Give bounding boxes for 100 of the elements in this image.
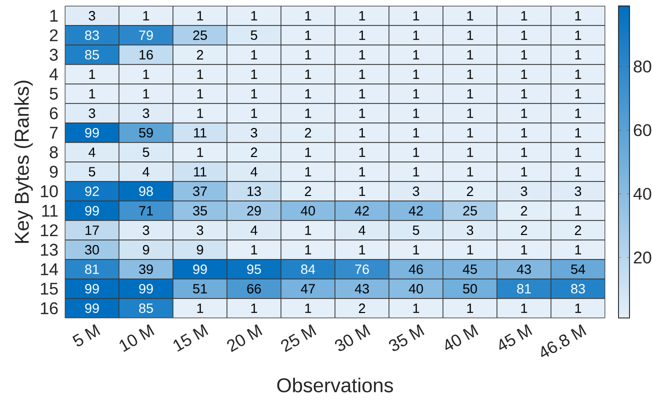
- data-label: 3: [88, 108, 96, 118]
- data-label: 45: [462, 264, 477, 274]
- data-label: 81: [517, 284, 531, 294]
- y-tick-label: 3: [50, 48, 58, 61]
- data-label: 1: [359, 245, 366, 254]
- x-tick-label: 5 M: [72, 324, 100, 346]
- x-tick-label: 10 M: [120, 324, 154, 352]
- data-label: 4: [88, 148, 96, 157]
- data-label: 1: [467, 30, 474, 40]
- data-label: 1: [575, 128, 582, 138]
- data-label: 99: [85, 284, 99, 294]
- data-label: 1: [521, 304, 528, 313]
- data-label: 3: [142, 225, 150, 236]
- data-label: 1: [359, 148, 366, 157]
- data-label: 79: [139, 30, 153, 40]
- x-tick-label: 46.8 M: [541, 324, 586, 358]
- data-label: 1: [467, 70, 474, 79]
- data-label: 1: [575, 245, 582, 254]
- data-label: 1: [359, 11, 366, 20]
- data-label: 1: [521, 89, 528, 98]
- data-label: 1: [305, 70, 312, 79]
- data-label: 9: [142, 244, 150, 255]
- data-label: 1: [359, 30, 366, 40]
- data-label: 1: [359, 186, 366, 196]
- data-label: 1: [197, 89, 204, 98]
- y-tick-label: 4: [49, 68, 58, 80]
- data-label: 1: [359, 167, 366, 176]
- data-label: 54: [571, 264, 586, 274]
- data-label: 42: [354, 206, 369, 216]
- data-label: 1: [413, 30, 420, 40]
- data-label: 1: [197, 11, 204, 20]
- data-label: 2: [520, 206, 528, 216]
- data-label: 1: [575, 108, 582, 118]
- data-label: 1: [143, 70, 150, 79]
- data-label: 1: [575, 206, 582, 216]
- x-tick-label: 15 M: [173, 324, 208, 352]
- data-label: 1: [413, 167, 420, 176]
- data-label: 1: [575, 148, 582, 157]
- data-label: 1: [305, 30, 312, 40]
- data-label: 3: [466, 225, 474, 236]
- y-tick-label: 2: [50, 29, 58, 42]
- data-label: 1: [521, 148, 528, 157]
- data-label: 1: [143, 89, 150, 98]
- data-label: 3: [250, 128, 258, 138]
- data-label: 1: [467, 167, 474, 176]
- data-label: 1: [413, 148, 420, 157]
- data-label: 1: [305, 50, 312, 60]
- x-tick-label: 40 M: [445, 324, 478, 350]
- data-label: 1: [575, 50, 582, 60]
- data-label: 2: [304, 128, 312, 138]
- color-bar-label: 40: [633, 188, 652, 200]
- data-label: 1: [305, 108, 312, 118]
- data-label: 2: [196, 50, 204, 60]
- color-bar-label: 20: [634, 252, 652, 264]
- data-label: 1: [359, 70, 366, 79]
- data-label: 30: [85, 244, 99, 255]
- data-label: 29: [247, 206, 261, 216]
- data-label: 3: [520, 186, 528, 196]
- color-bar-label: 60: [634, 124, 652, 136]
- data-label: 85: [85, 50, 99, 60]
- data-label: 1: [359, 108, 366, 118]
- data-label: 5: [142, 148, 150, 157]
- data-label: 71: [139, 206, 153, 216]
- data-label: 5: [412, 226, 420, 235]
- data-label: 3: [142, 108, 150, 118]
- data-label: 1: [305, 167, 312, 176]
- data-label: 1: [143, 11, 150, 20]
- data-label: 1: [467, 50, 474, 60]
- data-label: 1: [575, 30, 582, 40]
- data-label: 1: [413, 108, 420, 118]
- data-label: 47: [300, 284, 315, 294]
- y-tick-label: 7: [50, 126, 58, 139]
- data-label: 1: [89, 89, 96, 98]
- data-label: 42: [408, 206, 423, 216]
- data-label: 11: [194, 128, 206, 138]
- data-label: 1: [413, 11, 420, 20]
- data-label: 95: [247, 264, 261, 274]
- data-label: 1: [467, 89, 474, 98]
- data-label: 5: [88, 167, 96, 176]
- y-tick-label: 8: [50, 146, 58, 158]
- data-label: 43: [516, 264, 531, 274]
- data-label: 1: [413, 70, 420, 79]
- data-label: 1: [305, 89, 312, 98]
- data-label: 1: [89, 70, 96, 79]
- data-label: 1: [197, 304, 204, 313]
- data-label: 1: [359, 89, 366, 98]
- data-label: 1: [467, 108, 474, 118]
- data-label: 81: [85, 264, 99, 274]
- data-label: 3: [88, 10, 96, 21]
- data-label: 1: [467, 148, 474, 157]
- data-label: 46: [408, 264, 423, 274]
- data-label: 1: [305, 304, 312, 313]
- data-label: 40: [408, 284, 423, 294]
- data-label: 1: [413, 128, 420, 138]
- y-tick-label: 5: [50, 88, 58, 100]
- data-label: 2: [520, 226, 528, 235]
- data-label: 1: [359, 50, 366, 60]
- x-tick-label: 45 M: [499, 324, 532, 350]
- data-label: 13: [248, 186, 261, 196]
- data-label: 84: [301, 264, 316, 274]
